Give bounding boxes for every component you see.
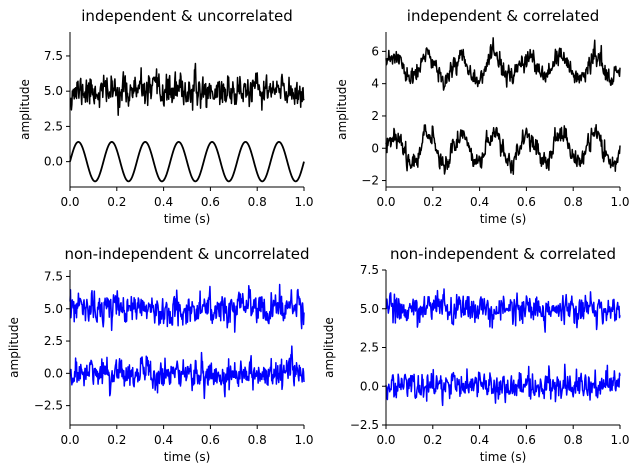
chart-title: non-independent & correlated xyxy=(390,245,616,263)
y-tick-label: 7.5 xyxy=(44,269,63,283)
y-tick-label: 7.5 xyxy=(44,49,63,63)
series-line-1 xyxy=(69,283,305,333)
x-tick-label: 0.4 xyxy=(470,195,489,209)
series-line-2 xyxy=(69,345,305,400)
y-tick-label: −2.5 xyxy=(34,399,63,413)
y-tick-label: 0 xyxy=(371,141,379,155)
y-tick-label: 2 xyxy=(371,109,379,123)
y-tick-label: 7.5 xyxy=(360,263,379,277)
y-tick-label: 5.0 xyxy=(44,84,63,98)
y-tick-label: −2 xyxy=(361,174,379,188)
y-tick-label: 5.0 xyxy=(360,302,379,316)
x-tick-label: 1.0 xyxy=(294,195,313,209)
y-tick-label: 6 xyxy=(371,44,379,58)
series-line-2 xyxy=(385,363,621,407)
x-tick-label: 0.8 xyxy=(248,433,267,447)
x-tick-label: 0.8 xyxy=(564,195,583,209)
y-tick-label: 2.5 xyxy=(44,119,63,133)
x-tick-label: 0.2 xyxy=(423,195,442,209)
x-tick-label: 0.4 xyxy=(154,433,173,447)
y-tick-label: 5.0 xyxy=(44,302,63,316)
y-axis-label: amplitude xyxy=(18,79,32,140)
x-tick-label: 0.6 xyxy=(517,195,536,209)
y-axis-label: amplitude xyxy=(322,317,336,378)
x-tick-label: 0.8 xyxy=(564,433,583,447)
y-tick-label: −2.5 xyxy=(350,418,379,432)
y-tick-label: 4 xyxy=(371,77,379,91)
chart-title: independent & uncorrelated xyxy=(81,7,292,25)
x-tick-label: 0.8 xyxy=(248,195,267,209)
y-tick-label: 2.5 xyxy=(360,341,379,355)
x-tick-label: 0.0 xyxy=(376,433,395,447)
y-tick-label: 2.5 xyxy=(44,334,63,348)
x-tick-label: 0.4 xyxy=(470,433,489,447)
y-tick-label: 0.0 xyxy=(44,155,63,169)
x-tick-label: 0.2 xyxy=(423,433,442,447)
y-tick-label: 0.0 xyxy=(360,379,379,393)
x-tick-label: 0.0 xyxy=(376,195,395,209)
x-tick-label: 1.0 xyxy=(610,195,629,209)
x-tick-label: 0.6 xyxy=(201,433,220,447)
y-axis-label: amplitude xyxy=(7,317,21,378)
x-tick-label: 0.0 xyxy=(60,195,79,209)
x-axis-label: time (s) xyxy=(164,450,211,464)
chart-panel-3: non-independent & uncorrelated 0.0 0.2 0.4 0… xyxy=(7,245,314,464)
x-tick-label: 1.0 xyxy=(610,433,629,447)
x-tick-label: 0.4 xyxy=(154,195,173,209)
x-tick-label: 0.2 xyxy=(107,433,126,447)
x-axis-label: time (s) xyxy=(480,450,527,464)
x-tick-label: 1.0 xyxy=(294,433,313,447)
series-line-2 xyxy=(69,141,305,183)
series-line-2 xyxy=(385,123,621,176)
x-tick-label: 0.0 xyxy=(60,433,79,447)
chart-panel-2: independent & correlated 0.0 0.2 0.4 0.6 0.8 1… xyxy=(335,7,630,226)
x-tick-label: 0.6 xyxy=(517,433,536,447)
x-tick-label: 0.2 xyxy=(107,195,126,209)
y-axis-label: amplitude xyxy=(335,79,349,140)
x-tick-label: 0.6 xyxy=(201,195,220,209)
y-tick-label: 0.0 xyxy=(44,366,63,380)
x-axis-label: time (s) xyxy=(480,212,527,226)
chart-panel-4: non-independent & correlated 0.0 0.2 0.4 0.6… xyxy=(322,245,630,464)
chart-panel-1: independent & uncorrelated 0.0 0.2 0.4 0.6 0.… xyxy=(18,7,314,226)
chart-title: independent & correlated xyxy=(407,7,599,25)
series-line-1 xyxy=(385,288,621,333)
series-line-1 xyxy=(385,37,621,91)
x-axis-label: time (s) xyxy=(164,212,211,226)
chart-title: non-independent & uncorrelated xyxy=(64,245,309,263)
series-line-1 xyxy=(69,62,305,116)
